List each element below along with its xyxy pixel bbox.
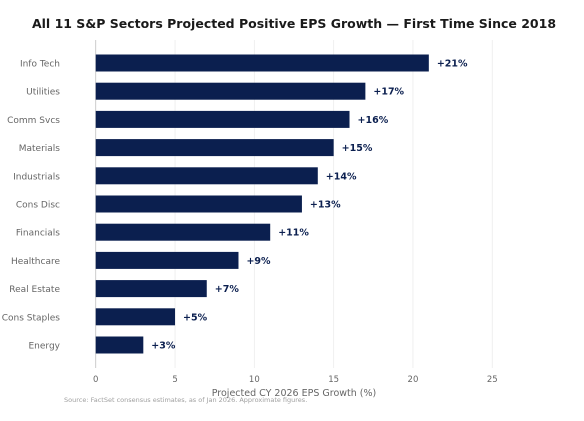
data-label: +11% (278, 228, 309, 239)
category-label: Comm Svcs (7, 116, 60, 126)
category-label: Real Estate (9, 285, 60, 295)
x-tick-labels: 0 5 10 15 20 25 (93, 375, 498, 385)
category-label: Cons Staples (2, 313, 61, 323)
data-label: +17% (373, 87, 404, 98)
bar (95, 308, 176, 326)
data-label: +9% (246, 256, 271, 267)
data-labels: +21% +17% +16% +15% +14% +13% +11% +9% +7% +5% +3% (151, 59, 468, 352)
category-label: Utilities (26, 88, 60, 98)
data-label: +14% (326, 171, 357, 182)
bar (95, 336, 144, 354)
category-label: Energy (28, 342, 60, 352)
category-label: Healthcare (11, 257, 61, 267)
bar (95, 195, 302, 213)
x-tick-label: 0 (93, 375, 98, 385)
bar (95, 110, 350, 128)
x-tick-label: 10 (249, 375, 260, 385)
data-label: +7% (215, 284, 240, 295)
bar (95, 139, 334, 157)
category-label: Financials (16, 229, 60, 239)
bar (95, 167, 318, 185)
x-tick-label: 25 (487, 375, 498, 385)
bar (95, 280, 207, 298)
data-label: +15% (342, 143, 373, 154)
category-label: Materials (19, 144, 61, 154)
data-label: +5% (183, 312, 208, 323)
bar (95, 82, 366, 100)
bars (95, 54, 429, 354)
category-labels: Info Tech Utilities Comm Svcs Materials Indu… (2, 60, 61, 352)
data-label: +21% (437, 59, 468, 70)
x-tick-label: 15 (328, 375, 339, 385)
source-note: Source: FactSet consensus estimates, as … (64, 396, 307, 404)
chart-title: All 11 S&P Sectors Projected Positive EP… (32, 16, 556, 31)
category-label: Industrials (13, 172, 60, 182)
bar (95, 223, 271, 241)
data-label: +3% (151, 341, 176, 352)
x-axis-label: Projected CY 2026 EPS Growth (%) (212, 388, 377, 399)
category-label: Info Tech (20, 60, 60, 70)
data-label: +16% (358, 115, 389, 126)
bar (95, 251, 239, 269)
data-label: +13% (310, 200, 341, 211)
category-label: Cons Disc (16, 201, 60, 211)
x-tick-label: 5 (172, 375, 177, 385)
x-tick-label: 20 (408, 375, 419, 385)
bar (95, 54, 429, 72)
